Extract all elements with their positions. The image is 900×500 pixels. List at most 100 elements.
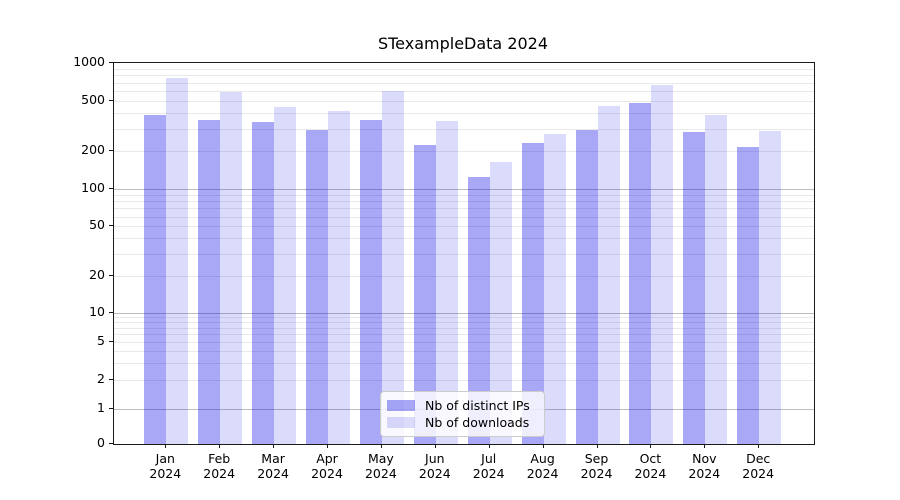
bar-nb-of-downloads-aug [543,133,566,444]
gridline-minor-3 [114,362,814,364]
y-tick-20 [109,274,113,276]
legend-label-distinct-ips: Nb of distinct IPs [425,398,530,413]
bar-nb-of-distinct-ips-oct [629,103,652,444]
x-tick-label-nov: Nov 2024 [688,451,721,481]
bar-nb-of-downloads-mar [274,106,297,444]
x-tick-jul [488,444,490,448]
bar-nb-of-downloads-may [381,90,404,444]
y-tick-label-50: 50 [89,217,105,233]
bar-nb-of-distinct-ips-feb [198,120,221,444]
x-tick-jun [434,444,436,448]
bar-nb-of-downloads-oct [651,84,674,444]
x-tick-mar [273,444,275,448]
y-tick-0 [109,443,113,444]
legend-item-downloads: Nb of downloads [387,414,536,431]
bar-nb-of-distinct-ips-sep [575,129,598,444]
y-tick-label-1000: 1000 [73,54,105,69]
y-tick-200 [109,150,113,152]
y-tick-100 [109,188,113,189]
bar-nb-of-downloads-nov [705,114,728,444]
y-tick-label-100: 100 [81,180,105,195]
bar-nb-of-downloads-apr [328,110,350,444]
x-tick-label-feb: Feb 2024 [203,451,236,481]
x-tick-aug [542,444,544,448]
legend-swatch-downloads [387,417,415,428]
y-tick-label-500: 500 [81,91,105,107]
x-tick-nov [704,444,706,448]
gridline-minor-5 [114,341,814,343]
gridline-minor-90 [114,194,814,196]
x-tick-may [380,444,382,448]
x-tick-label-jun: Jun 2024 [418,451,451,481]
gridline-minor-8 [114,322,814,324]
x-tick-jan [165,444,167,448]
x-tick-label-may: May 2024 [364,451,397,481]
gridline-minor-20 [114,275,814,277]
bar-nb-of-downloads-feb [220,92,243,444]
x-tick-label-jan: Jan 2024 [149,451,182,481]
gridline-minor-30 [114,253,814,255]
y-tick-5 [109,340,113,342]
y-tick-1 [109,407,113,409]
bar-nb-of-downloads-jan [166,78,189,444]
gridline-minor-40 [114,238,814,240]
y-tick-label-2: 2 [97,370,105,386]
gridline-minor-200 [114,151,814,153]
bar-nb-of-downloads-jun [435,121,458,444]
gridline-minor-80 [114,201,814,202]
x-tick-label-mar: Mar 2024 [257,451,289,481]
x-tick-label-sep: Sep 2024 [580,451,613,481]
gridline-minor-800 [114,75,814,77]
gridline-minor-700 [114,82,814,84]
gridline-major-10 [114,313,814,314]
gridline-minor-900 [114,68,814,70]
gridline-minor-7 [114,327,814,329]
y-tick-500 [109,99,113,101]
bar-nb-of-distinct-ips-dec [737,147,760,444]
gridline-minor-6 [114,334,814,336]
y-tick-1000 [109,62,113,63]
y-tick-label-10: 10 [89,304,105,319]
bar-nb-of-distinct-ips-aug [521,143,544,444]
gridline-minor-600 [114,91,814,92]
x-tick-apr [327,444,328,448]
gridline-minor-50 [114,226,814,228]
x-tick-label-aug: Aug 2024 [526,451,559,481]
x-tick-dec [758,444,760,448]
x-tick-label-apr: Apr 2024 [311,451,343,481]
x-tick-label-jul: Jul 2024 [472,451,505,481]
bar-nb-of-distinct-ips-jun [413,144,436,444]
gridline-minor-70 [114,208,814,210]
gridline-minor-60 [114,216,814,218]
x-tick-label-dec: Dec 2024 [742,451,775,481]
y-tick-label-0: 0 [97,435,105,450]
gridline-minor-4 [114,351,814,352]
y-tick-label-5: 5 [97,332,105,348]
gridline-minor-300 [114,128,814,130]
bar-nb-of-distinct-ips-nov [683,131,706,444]
x-tick-oct [650,444,652,448]
bar-nb-of-distinct-ips-apr [306,129,328,444]
gridline-minor-2 [114,379,814,381]
legend-item-distinct-ips: Nb of distinct IPs [387,397,536,414]
x-tick-sep [596,444,598,448]
legend-swatch-distinct-ips [387,400,415,411]
bar-nb-of-downloads-jul [489,161,512,444]
bar-nb-of-downloads-sep [597,106,620,444]
y-tick-10 [109,312,113,313]
y-tick-label-20: 20 [89,266,105,282]
gridline-major-100 [114,189,814,190]
legend: Nb of distinct IPs Nb of downloads [380,391,545,437]
x-tick-label-oct: Oct 2024 [634,451,667,481]
plot-area [113,62,815,445]
y-tick-label-1: 1 [97,399,105,415]
bar-nb-of-distinct-ips-jan [144,115,167,444]
bar-nb-of-distinct-ips-mar [252,122,275,444]
y-tick-50 [109,225,113,227]
y-tick-2 [109,378,113,380]
gridline-minor-9 [114,317,814,319]
y-tick-label-200: 200 [81,142,105,158]
chart-title: STexampleData 2024 [377,34,549,53]
legend-label-downloads: Nb of downloads [425,415,530,430]
